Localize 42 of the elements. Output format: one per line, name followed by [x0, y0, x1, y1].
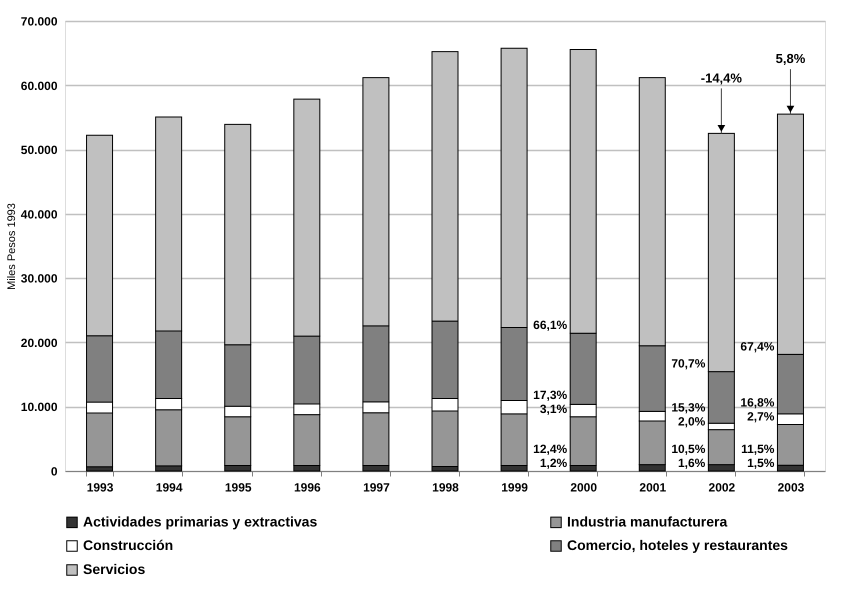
- x-tick-label: 1993: [86, 480, 114, 494]
- x-tick-label: 2001: [639, 480, 666, 494]
- annotation: 10,5%: [671, 442, 706, 456]
- annotation: 1,5%: [747, 456, 775, 470]
- x-tick-label: 1998: [432, 480, 460, 494]
- annotation: 66,1%: [533, 318, 568, 332]
- y-tick-label: 10.000: [20, 400, 58, 414]
- y-tick-label: 50.000: [20, 143, 58, 158]
- x-tick-label: 1997: [363, 480, 390, 494]
- legend-label: Comercio, hoteles y restaurantes: [567, 537, 788, 553]
- annotation: 1,2%: [540, 456, 568, 470]
- annotation: 11,5%: [741, 442, 775, 456]
- x-tick-label: 1994: [156, 480, 183, 494]
- annotation: 2,7%: [747, 410, 775, 424]
- x-tick-label: 2003: [778, 480, 805, 494]
- annotation: -14,4%: [700, 70, 742, 86]
- y-tick-label: 40.000: [20, 207, 58, 222]
- x-tick-label: 1995: [224, 480, 252, 494]
- legend-label: Actividades primarias y extractivas: [83, 513, 318, 530]
- y-tick-label: 20.000: [20, 336, 58, 350]
- annotation: 3,1%: [540, 402, 568, 416]
- annotation: 67,4%: [740, 339, 775, 354]
- x-tick-label: 2002: [708, 480, 736, 494]
- x-tick-label: 2000: [570, 480, 598, 494]
- x-tick-label: 1996: [294, 480, 321, 494]
- y-tick-label: 70.000: [20, 14, 58, 28]
- annotation: 2,0%: [678, 414, 706, 429]
- y-tick-label: 60.000: [20, 78, 58, 93]
- legend-label: Industria manufacturera: [567, 513, 728, 530]
- y-tick-label: 30.000: [20, 272, 58, 286]
- x-tick-label: 1999: [501, 480, 528, 494]
- legend-label: Construcción: [83, 537, 174, 553]
- y-tick-label: 0: [50, 464, 58, 478]
- annotation: 1,6%: [678, 456, 706, 470]
- annotation: 12,4%: [533, 442, 568, 456]
- annotation: 17,3%: [533, 388, 568, 402]
- annotation: 16,8%: [740, 396, 775, 410]
- legend-label: Servicios: [83, 561, 146, 577]
- annotation: 70,7%: [671, 356, 706, 371]
- y-axis-title: Miles Pesos 1993: [6, 203, 18, 290]
- annotation: 5,8%: [776, 51, 806, 66]
- annotation: 15,3%: [671, 400, 706, 415]
